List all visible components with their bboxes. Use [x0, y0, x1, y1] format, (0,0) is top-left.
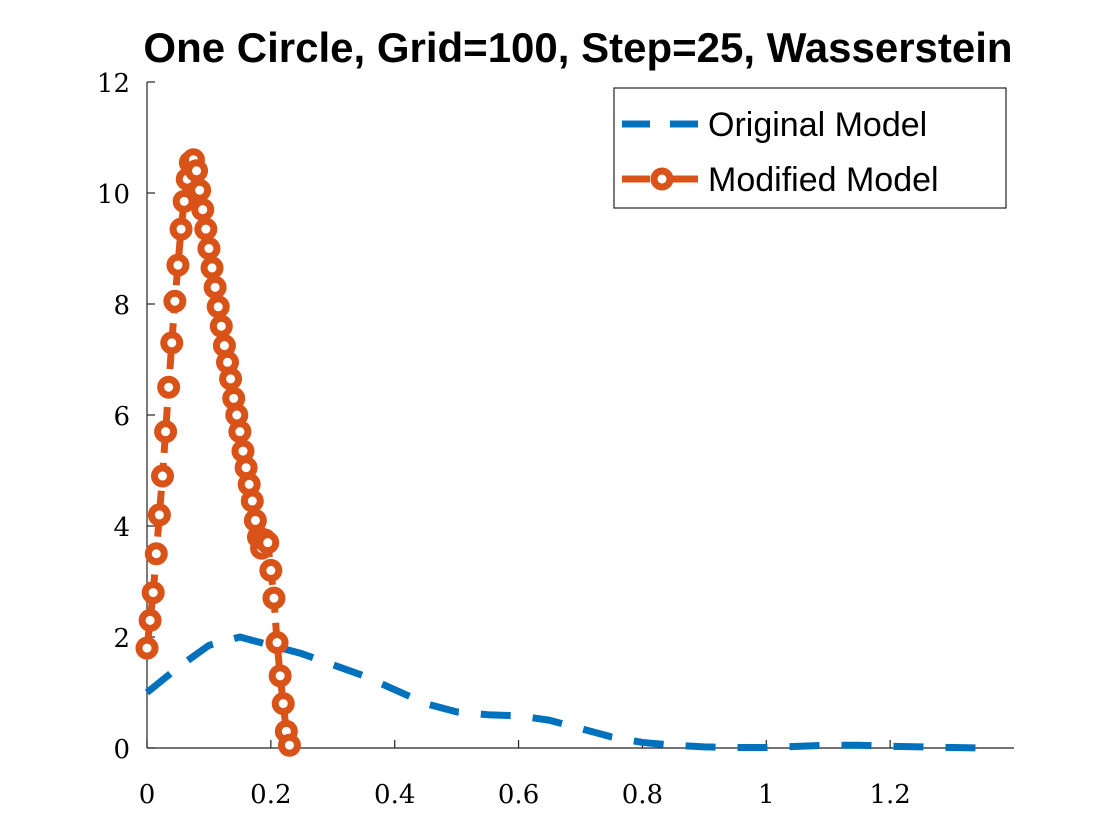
series-line — [144, 633, 984, 752]
data-point — [200, 256, 224, 280]
data-point — [194, 217, 218, 241]
data-point — [240, 489, 264, 513]
x-tick-label: 0.6 — [498, 780, 539, 810]
data-point — [206, 295, 230, 319]
x-tick-label: 0 — [139, 780, 156, 810]
data-point — [277, 733, 301, 757]
data-point — [141, 581, 165, 605]
data-point — [197, 237, 221, 260]
data-point — [228, 420, 252, 444]
legend-label: Original Model — [708, 106, 927, 144]
data-point — [259, 558, 283, 582]
x-tick-label: 1.2 — [869, 780, 910, 810]
y-tick-label: 6 — [113, 402, 130, 432]
y-tick-label: 12 — [97, 69, 130, 99]
y-tick-label: 0 — [113, 735, 130, 765]
legend-swatch-marker — [650, 167, 674, 191]
data-point — [150, 464, 174, 488]
x-tick-label: 0.2 — [250, 780, 291, 810]
plot-area — [135, 148, 984, 757]
data-point — [166, 253, 190, 277]
data-point — [185, 159, 209, 183]
data-point — [135, 636, 159, 660]
data-point — [138, 608, 162, 632]
legend-box — [613, 87, 1007, 209]
data-point — [268, 664, 292, 688]
data-point — [256, 531, 280, 555]
data-point — [163, 289, 187, 313]
data-point — [265, 631, 289, 655]
data-point — [271, 692, 295, 716]
data-point — [203, 275, 227, 299]
data-point — [147, 503, 171, 527]
x-tick-label: 1 — [758, 780, 775, 810]
data-point — [154, 420, 178, 444]
data-point — [219, 367, 243, 391]
y-tick-label: 4 — [113, 513, 130, 543]
data-point — [262, 586, 286, 610]
legend: Original Model Modified Model — [613, 87, 1007, 209]
y-tick-label: 8 — [113, 291, 130, 321]
x-tick-label: 0.4 — [374, 780, 415, 810]
legend-label: Modified Model — [708, 161, 939, 199]
y-tick-label: 2 — [113, 624, 130, 654]
data-point — [209, 314, 233, 338]
chart-title: One Circle, Grid=100, Step=25, Wasserste… — [143, 24, 1012, 71]
data-point — [188, 178, 212, 202]
data-point — [144, 542, 168, 566]
y-tick-label: 10 — [97, 180, 130, 210]
x-tick-label: 0.8 — [622, 780, 663, 810]
axes: 0 0.2 0.4 0.6 0.8 1 1.2 0 2 4 6 8 10 12 — [97, 69, 1014, 810]
data-point — [160, 331, 184, 355]
data-point — [169, 217, 193, 241]
data-point — [172, 189, 196, 213]
data-point — [191, 198, 215, 222]
data-point — [157, 375, 181, 399]
